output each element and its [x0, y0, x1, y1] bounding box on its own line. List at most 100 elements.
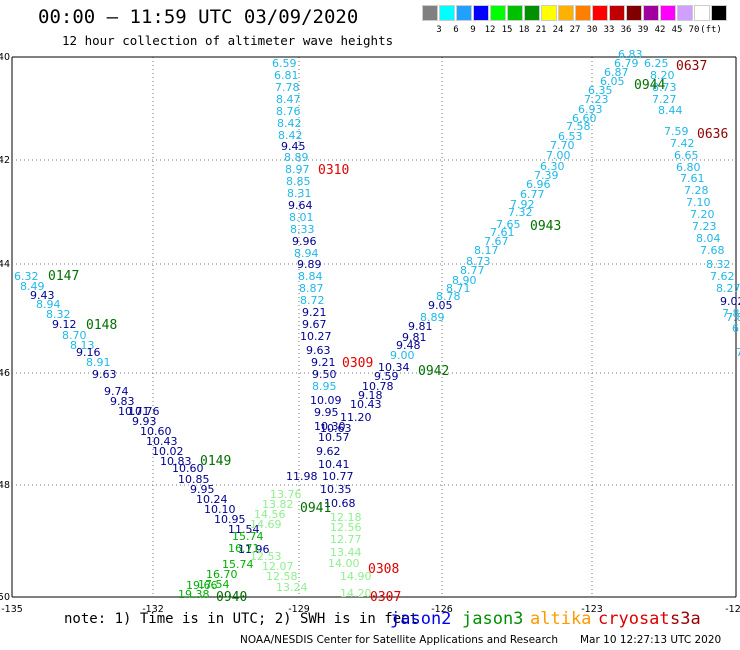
wave-height-value: 9.96 [292, 235, 317, 248]
wave-height-value: 11.20 [340, 411, 372, 424]
wave-height-value: 7.61 [490, 226, 515, 239]
wave-height-value: 8.94 [36, 298, 61, 311]
wave-height-value: 11.54 [228, 523, 260, 536]
legend-swatch [490, 5, 506, 21]
legend-label: 33 [603, 25, 615, 35]
wave-height-value: 10.09 [310, 394, 342, 407]
wave-height-value: 8.84 [298, 270, 323, 283]
legend-swatch [694, 5, 710, 21]
pass-time-label: 0310 [318, 163, 349, 178]
wave-height-value: 8.42 [278, 129, 303, 142]
pass-time-labels: 0310 0309 0308 0307 0147 0148 0149 0940 0941 0942… [48, 59, 728, 605]
legend-label: (ft) [700, 25, 722, 35]
wave-height-value: 7.58 [566, 120, 591, 133]
pass-time-label: 0308 [368, 562, 399, 577]
pass-time-label: 0147 [48, 269, 79, 284]
wave-height-value: 9.95 [314, 406, 339, 419]
legend-label: 9 [470, 25, 476, 35]
wave-height-value: 8.42 [277, 117, 302, 130]
wave-height-value: 10.77 [322, 470, 354, 483]
legend-label: 15 [501, 25, 513, 35]
wave-height-labels: 6.596.817.788.478.768.428.429.458.898.97… [0, 0, 740, 601]
legend-swatch [677, 5, 693, 21]
map-grid [11, 56, 737, 598]
wave-height-value: 9.64 [288, 199, 313, 212]
wave-height-value: 8.89 [284, 151, 309, 164]
wave-height-value: 10.60 [172, 462, 204, 475]
wave-height-value: 9.62 [316, 445, 341, 458]
wave-height-value: 6.96 [526, 178, 551, 191]
wave-height-value: 8.01 [289, 211, 314, 224]
wave-height-value: 6.30 [540, 160, 565, 173]
wave-height-value: 6.35 [588, 84, 613, 97]
wave-height-value: 10.76 [128, 405, 160, 418]
wave-height-value: 10.78 [362, 380, 394, 393]
wave-height-value: 14.00 [328, 557, 360, 570]
wave-height-value: 12.56 [330, 521, 362, 534]
longitude-tick: -120 [725, 604, 740, 615]
wave-height-value: 8.17 [474, 244, 499, 257]
wave-height-value: 7.39 [534, 169, 559, 182]
legend-label: 30 [586, 25, 598, 35]
wave-height-value: 13.76 [270, 488, 302, 501]
wave-height-value: 8.32 [46, 308, 71, 321]
legend-label: 42 [654, 25, 666, 35]
wave-height-value: 6 [0, 0, 7, 3]
wave-height-value: 14.90 [340, 570, 372, 583]
wave-height-value: 9.74 [104, 385, 129, 398]
wave-height-value: 9.95 [190, 483, 215, 496]
wave-height-value: 10.30 [314, 420, 346, 433]
pass-time-label: 0942 [418, 364, 449, 379]
wave-height-value: 13.44 [330, 546, 362, 559]
map-ticks: -135 -132 -129 -126 -123 -120 40 42 44 46 48 50 [0, 52, 740, 615]
legend-swatch [592, 5, 608, 21]
wave-height-value: 16.70 [206, 568, 238, 581]
wave-height-value: 9.21 [311, 356, 336, 369]
wave-height-value: 10.02 [152, 445, 184, 458]
wave-height-value: 6.80 [676, 161, 701, 174]
wave-height-value: 15.74 [232, 530, 264, 543]
wave-height-value: 6.25 [644, 57, 669, 70]
longitude-tick: -132 [142, 604, 164, 615]
wave-height-value: 7.20 [690, 208, 715, 221]
wave-height-value: 8.13 [70, 339, 95, 352]
latitude-tick: 42 [0, 155, 10, 166]
legend-swatch [643, 5, 659, 21]
wave-height-value: 12.53 [250, 550, 282, 563]
wave-height-value: 10.83 [160, 455, 192, 468]
wave-height-value: 8.71 [446, 282, 471, 295]
wave-height-value: 14.20 [340, 587, 372, 600]
wave-height-value: 10.63 [320, 422, 352, 435]
latitude-tick: 44 [0, 259, 10, 270]
wave-height-value: 8.90 [452, 274, 477, 287]
pass-time-label: 0309 [342, 356, 373, 371]
wave-height-value: 16.71 [228, 542, 260, 555]
longitude-tick: -135 [1, 604, 23, 615]
wave-height-value: 9.50 [312, 368, 337, 381]
wave-height-value: 12.58 [266, 570, 298, 583]
wave-height-value: 10.68 [324, 497, 356, 510]
wave-height-value: 10.24 [196, 493, 228, 506]
wave-height-value: 8.95 [312, 380, 337, 393]
wave-height-value: 7.86 [726, 311, 740, 324]
wave-height-value: 8.72 [300, 294, 325, 307]
wave-height-value: 10.27 [300, 330, 332, 343]
wave-height-value: 9.00 [390, 349, 415, 362]
legend-label: 24 [552, 25, 564, 35]
footnote: note: 1) Time is in UTC; 2) SWH is in fe… [64, 611, 419, 627]
wave-height-value: 10.35 [320, 483, 352, 496]
wave-height-value: 13.24 [276, 581, 308, 594]
generated-timestamp: Mar 10 12:27:13 UTC 2020 [580, 634, 722, 646]
wave-height-value: 8.04 [696, 232, 721, 245]
wave-height-value: 7.10 [686, 196, 711, 209]
legend-swatch [660, 5, 676, 21]
wave-height-value: 9.67 [302, 318, 327, 331]
wave-height-value: 6.81 [274, 69, 299, 82]
wave-height-value: 8.85 [286, 175, 311, 188]
wave-height-value: 6.77 [520, 188, 545, 201]
wave-height-value: 7.23 [692, 220, 717, 233]
latitude-tick: 48 [0, 480, 10, 491]
pass-time-label: 0940 [216, 590, 247, 605]
legend-label: 39 [637, 25, 649, 35]
